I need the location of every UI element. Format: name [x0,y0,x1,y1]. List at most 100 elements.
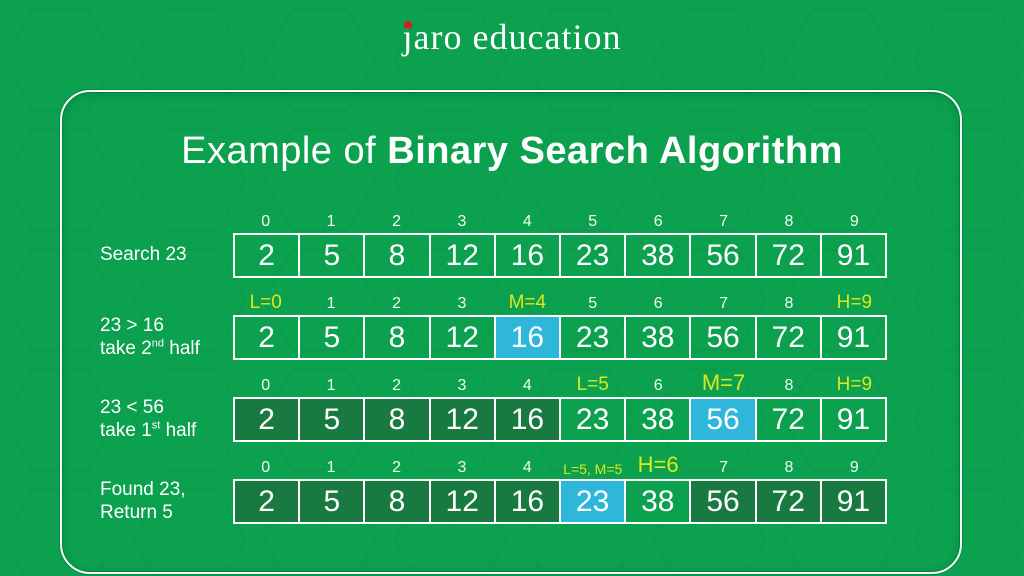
array-cell: 56 [689,479,757,524]
array-cell: 38 [624,397,692,442]
index-label: 0 [261,377,271,394]
step-row-step-4: Found 23, Return 5 0 1 2 3 4 L=5, M=5 H=6 7 8 9 2 5 8 1… [0,452,1024,525]
array-cell: 91 [819,315,888,360]
array-cell: 72 [754,315,822,360]
array-cell: 5 [298,479,366,524]
logo-red-dot-icon [403,21,412,29]
array-cell: 2 [233,233,301,278]
index-label: 7 [719,295,728,312]
step-label: 23 < 56 take 1st half [100,397,197,441]
array-cell: 72 [754,479,822,524]
pointer-label: L=5 [576,374,609,395]
index-label: 2 [392,295,401,312]
array-cell: 8 [363,315,431,360]
index-label: 8 [784,213,794,230]
array-cell: 91 [819,479,888,524]
index-label: 9 [849,213,859,230]
index-label-row: L=0 1 2 3 M=4 5 6 7 8 H=9 [233,291,887,315]
header: jaro education [0,16,1024,59]
index-label: 1 [326,295,336,312]
index-label: 4 [522,377,532,394]
pointer-label: H=9 [836,374,873,395]
array-cell: 72 [754,233,822,278]
array-cell: 38 [624,315,692,360]
array-cell: 5 [298,397,366,442]
array-cell: 56 [689,233,757,278]
array-cell: 38 [624,479,692,524]
array-cell: 12 [428,233,496,278]
index-label: 7 [719,459,728,476]
index-label: 3 [457,295,467,312]
array-cell: 23 [559,397,627,442]
array-cell: 2 [233,315,301,360]
array-cell: 23 [559,233,627,278]
index-label: 4 [522,459,532,476]
jaro-education-logo: jaro education [403,16,622,59]
array-cell: 16 [493,315,562,360]
array-cell: 12 [428,479,496,524]
array-cell: 8 [363,233,431,278]
step-label: Found 23, Return 5 [100,479,186,523]
array-cell: 91 [819,233,888,278]
array-row: 2 5 8 12 16 23 38 56 72 91 [233,315,888,360]
array-row: 2 5 8 12 16 23 38 56 72 91 [233,233,888,278]
index-label: 2 [392,377,401,394]
index-label: 9 [849,459,859,476]
index-label: 8 [784,459,794,476]
content-panel [60,90,962,574]
index-label: 6 [653,295,663,312]
step-row-step-2: 23 > 16 take 2nd half L=0 1 2 3 M=4 5 6 7 8 H=9 2 5 8 1… [0,291,1024,361]
pointer-label: H=9 [836,292,873,313]
step-row-step-1: Search 23 0 1 2 3 4 5 6 7 8 9 2 5 8 12 16 23 38 56 72 91 [0,209,1024,279]
array-cell: 5 [298,233,366,278]
logo-first-letter: j [402,17,414,57]
index-label: 8 [784,295,794,312]
index-label: 5 [588,213,598,230]
array-cell: 56 [689,315,757,360]
index-label: 3 [457,377,467,394]
array-cell: 5 [298,315,366,360]
array-cell: 72 [754,397,822,442]
step-label: Search 23 [100,244,187,266]
index-label-row: 0 1 2 3 4 5 6 7 8 9 [233,209,887,233]
index-label-row: 0 1 2 3 4 L=5, M=5 H=6 7 8 9 [233,452,887,479]
array-cell: 16 [493,397,562,442]
pointer-label: H=6 [637,452,679,477]
index-label: 3 [457,459,467,476]
index-label: 1 [326,213,336,230]
array-cell: 91 [819,397,888,442]
pointer-label: L=5, M=5 [563,461,623,477]
array-cell: 8 [363,479,431,524]
index-label: 0 [261,213,271,230]
array-cell: 2 [233,479,301,524]
step-label: 23 > 16 take 2nd half [100,315,200,359]
pointer-label: M=7 [701,370,746,395]
array-cell: 23 [559,479,627,524]
index-label: 8 [784,377,794,394]
pointer-label: M=4 [508,292,547,313]
array-cell: 56 [689,397,757,442]
index-label-row: 0 1 2 3 4 L=5 6 M=7 8 H=9 [233,370,887,397]
index-label: 6 [653,213,663,230]
array-cell: 12 [428,397,496,442]
logo-rest: aro education [413,17,622,57]
index-label: 7 [719,213,728,230]
array-cell: 2 [233,397,301,442]
array-cell: 23 [559,315,627,360]
title-regular: Example of [181,130,388,172]
array-row: 2 5 8 12 16 23 38 56 72 91 [233,479,888,524]
index-label: 6 [653,377,663,394]
index-label: 1 [326,377,336,394]
step-row-step-3: 23 < 56 take 1st half 0 1 2 3 4 L=5 6 M=7 8 H=9 2 5 8 1… [0,370,1024,443]
title-bold: Binary Search Algorithm [387,130,843,172]
index-label: 4 [522,213,532,230]
index-label: 0 [261,459,271,476]
pointer-label: L=0 [249,292,282,313]
array-cell: 12 [428,315,496,360]
array-cell: 8 [363,397,431,442]
index-label: 1 [326,459,336,476]
array-cell: 16 [493,233,562,278]
array-row: 2 5 8 12 16 23 38 56 72 91 [233,397,888,442]
index-label: 2 [392,459,401,476]
